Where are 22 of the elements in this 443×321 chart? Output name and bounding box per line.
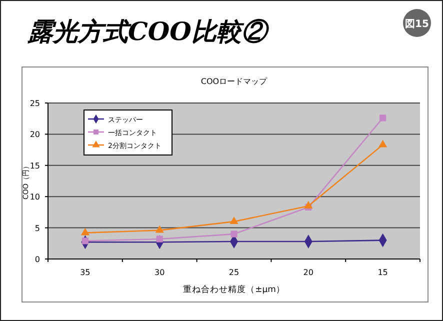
point xyxy=(155,225,164,233)
x-tick-label: 15 xyxy=(378,268,388,277)
y-tick-label: 20 xyxy=(30,130,40,140)
point xyxy=(230,216,238,224)
point xyxy=(378,140,388,148)
y-tick-label: 0 xyxy=(34,255,40,264)
y-tick-label: 25 xyxy=(30,99,40,108)
point xyxy=(230,230,238,238)
x-tick-label: 20 xyxy=(303,268,314,277)
x-axis-title: 重ね合わせ精度（±μm） xyxy=(183,284,285,295)
y-tick-label: 5 xyxy=(34,224,40,233)
x-tick-label: 25 xyxy=(228,268,240,277)
x-tick-label: 35 xyxy=(80,268,90,277)
y-tick-label: 10 xyxy=(30,192,40,202)
x-tick-label: 30 xyxy=(154,268,165,277)
point xyxy=(379,114,386,122)
y-tick-label: 15 xyxy=(30,161,40,170)
point xyxy=(304,200,313,208)
caption: 図15 xyxy=(405,19,429,30)
point xyxy=(80,228,90,236)
chart-subtitle: COOロードマップ xyxy=(200,77,268,86)
chart-title: 露光方式COO比較② xyxy=(27,17,270,46)
